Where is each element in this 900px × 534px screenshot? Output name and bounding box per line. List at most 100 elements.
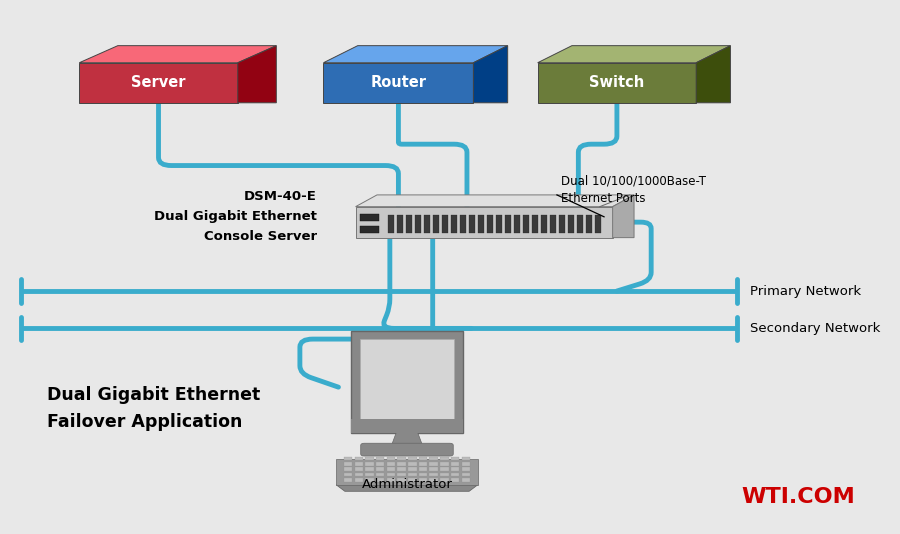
FancyBboxPatch shape	[408, 462, 417, 466]
FancyBboxPatch shape	[408, 467, 417, 471]
Polygon shape	[337, 485, 478, 491]
FancyBboxPatch shape	[365, 467, 374, 471]
FancyBboxPatch shape	[496, 215, 502, 233]
FancyBboxPatch shape	[440, 467, 449, 471]
FancyBboxPatch shape	[429, 467, 438, 471]
FancyBboxPatch shape	[433, 215, 439, 233]
Polygon shape	[238, 46, 276, 103]
FancyBboxPatch shape	[559, 215, 565, 233]
Polygon shape	[537, 46, 731, 63]
FancyBboxPatch shape	[406, 215, 412, 233]
FancyBboxPatch shape	[344, 462, 353, 466]
Text: Administrator: Administrator	[362, 478, 453, 491]
FancyBboxPatch shape	[451, 473, 460, 476]
FancyBboxPatch shape	[344, 467, 353, 471]
FancyBboxPatch shape	[429, 473, 438, 476]
FancyBboxPatch shape	[376, 462, 384, 466]
Polygon shape	[391, 433, 423, 447]
FancyBboxPatch shape	[469, 215, 475, 233]
FancyBboxPatch shape	[355, 478, 363, 482]
FancyBboxPatch shape	[577, 215, 583, 233]
FancyBboxPatch shape	[408, 478, 417, 482]
FancyBboxPatch shape	[418, 462, 427, 466]
FancyBboxPatch shape	[532, 215, 538, 233]
FancyBboxPatch shape	[408, 457, 417, 460]
FancyBboxPatch shape	[360, 214, 379, 221]
Polygon shape	[356, 195, 634, 207]
Text: Switch: Switch	[590, 75, 644, 90]
FancyBboxPatch shape	[387, 462, 395, 466]
FancyBboxPatch shape	[397, 457, 406, 460]
FancyBboxPatch shape	[505, 215, 511, 233]
FancyBboxPatch shape	[440, 457, 449, 460]
FancyBboxPatch shape	[586, 215, 592, 233]
FancyBboxPatch shape	[568, 215, 574, 233]
Polygon shape	[697, 46, 731, 103]
Polygon shape	[613, 195, 634, 238]
FancyBboxPatch shape	[344, 478, 353, 482]
FancyBboxPatch shape	[451, 462, 460, 466]
FancyBboxPatch shape	[388, 215, 394, 233]
FancyBboxPatch shape	[418, 467, 427, 471]
FancyBboxPatch shape	[344, 457, 353, 460]
FancyBboxPatch shape	[424, 215, 430, 233]
FancyBboxPatch shape	[397, 215, 403, 233]
FancyBboxPatch shape	[355, 473, 363, 476]
FancyBboxPatch shape	[387, 467, 395, 471]
FancyBboxPatch shape	[397, 467, 406, 471]
FancyBboxPatch shape	[429, 457, 438, 460]
FancyBboxPatch shape	[440, 478, 449, 482]
FancyBboxPatch shape	[537, 63, 697, 103]
FancyBboxPatch shape	[365, 478, 374, 482]
Text: WTI.COM: WTI.COM	[741, 486, 855, 507]
Polygon shape	[473, 46, 508, 103]
FancyBboxPatch shape	[365, 473, 374, 476]
FancyBboxPatch shape	[514, 215, 520, 233]
FancyBboxPatch shape	[523, 215, 529, 233]
FancyBboxPatch shape	[376, 473, 384, 476]
FancyBboxPatch shape	[462, 473, 470, 476]
FancyBboxPatch shape	[323, 63, 473, 103]
FancyBboxPatch shape	[440, 473, 449, 476]
Text: Primary Network: Primary Network	[750, 285, 860, 297]
FancyBboxPatch shape	[429, 462, 438, 466]
FancyBboxPatch shape	[460, 215, 466, 233]
FancyBboxPatch shape	[478, 215, 484, 233]
FancyBboxPatch shape	[397, 473, 406, 476]
FancyBboxPatch shape	[462, 467, 470, 471]
FancyBboxPatch shape	[337, 459, 478, 485]
FancyBboxPatch shape	[356, 207, 613, 238]
FancyBboxPatch shape	[365, 457, 374, 460]
FancyBboxPatch shape	[451, 215, 457, 233]
FancyBboxPatch shape	[351, 331, 463, 433]
FancyBboxPatch shape	[387, 457, 395, 460]
FancyBboxPatch shape	[355, 457, 363, 460]
Text: Dual 10/100/1000Base-T
Ethernet Ports: Dual 10/100/1000Base-T Ethernet Ports	[562, 174, 706, 205]
FancyBboxPatch shape	[418, 457, 427, 460]
FancyBboxPatch shape	[451, 478, 460, 482]
FancyBboxPatch shape	[360, 226, 379, 233]
Polygon shape	[323, 46, 508, 63]
FancyBboxPatch shape	[408, 473, 417, 476]
FancyBboxPatch shape	[355, 467, 363, 471]
Text: Router: Router	[371, 75, 427, 90]
Text: Dual Gigabit Ethernet
Failover Application: Dual Gigabit Ethernet Failover Applicati…	[47, 386, 260, 431]
FancyBboxPatch shape	[397, 462, 406, 466]
FancyBboxPatch shape	[487, 215, 493, 233]
FancyBboxPatch shape	[344, 473, 353, 476]
FancyBboxPatch shape	[355, 462, 363, 466]
FancyBboxPatch shape	[361, 443, 454, 456]
FancyBboxPatch shape	[418, 473, 427, 476]
FancyBboxPatch shape	[429, 478, 438, 482]
FancyBboxPatch shape	[360, 339, 454, 422]
FancyBboxPatch shape	[387, 478, 395, 482]
Polygon shape	[79, 46, 276, 63]
FancyBboxPatch shape	[387, 473, 395, 476]
Text: DSM-40-E
Dual Gigabit Ethernet
Console Server: DSM-40-E Dual Gigabit Ethernet Console S…	[154, 190, 317, 243]
FancyBboxPatch shape	[541, 215, 547, 233]
FancyBboxPatch shape	[462, 457, 470, 460]
FancyBboxPatch shape	[451, 457, 460, 460]
FancyBboxPatch shape	[376, 467, 384, 471]
FancyBboxPatch shape	[376, 457, 384, 460]
FancyBboxPatch shape	[595, 215, 601, 233]
